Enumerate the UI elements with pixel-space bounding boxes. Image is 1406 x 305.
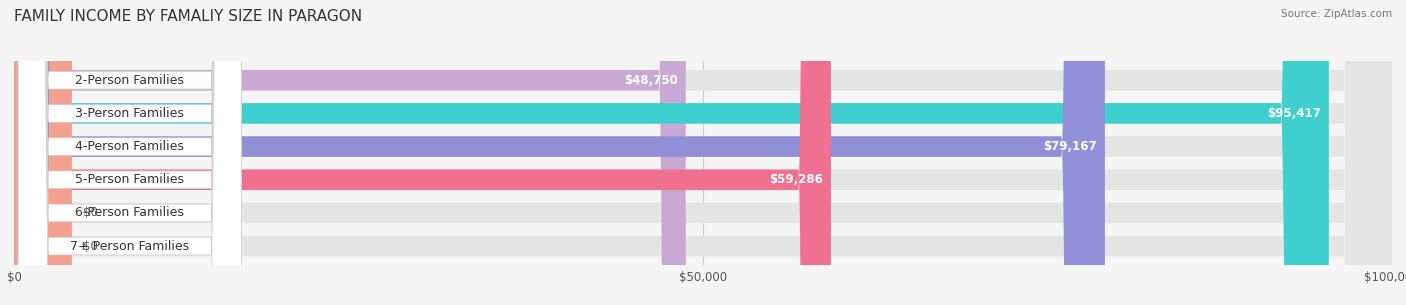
Text: 7+ Person Families: 7+ Person Families [70,240,190,253]
Text: $48,750: $48,750 [624,74,678,87]
FancyBboxPatch shape [18,0,242,305]
Text: 5-Person Families: 5-Person Families [76,173,184,186]
Text: 4-Person Families: 4-Person Families [76,140,184,153]
Text: $79,167: $79,167 [1043,140,1097,153]
FancyBboxPatch shape [14,0,1392,305]
FancyBboxPatch shape [14,0,1392,305]
Text: 6-Person Families: 6-Person Families [76,206,184,219]
FancyBboxPatch shape [14,0,1392,305]
Text: $0: $0 [83,206,98,219]
Text: Source: ZipAtlas.com: Source: ZipAtlas.com [1281,9,1392,19]
FancyBboxPatch shape [14,0,72,305]
FancyBboxPatch shape [18,0,242,305]
FancyBboxPatch shape [18,0,242,305]
FancyBboxPatch shape [14,0,1329,305]
Text: 2-Person Families: 2-Person Families [76,74,184,87]
FancyBboxPatch shape [14,0,831,305]
FancyBboxPatch shape [14,0,72,305]
Text: FAMILY INCOME BY FAMALIY SIZE IN PARAGON: FAMILY INCOME BY FAMALIY SIZE IN PARAGON [14,9,363,24]
Text: 3-Person Families: 3-Person Families [76,107,184,120]
Text: $95,417: $95,417 [1267,107,1320,120]
FancyBboxPatch shape [18,0,242,305]
FancyBboxPatch shape [14,0,1392,305]
Text: $59,286: $59,286 [769,173,823,186]
FancyBboxPatch shape [14,0,686,305]
Text: $0: $0 [83,240,98,253]
FancyBboxPatch shape [18,0,242,305]
FancyBboxPatch shape [14,0,1392,305]
FancyBboxPatch shape [14,0,1392,305]
FancyBboxPatch shape [14,0,1105,305]
FancyBboxPatch shape [18,0,242,305]
